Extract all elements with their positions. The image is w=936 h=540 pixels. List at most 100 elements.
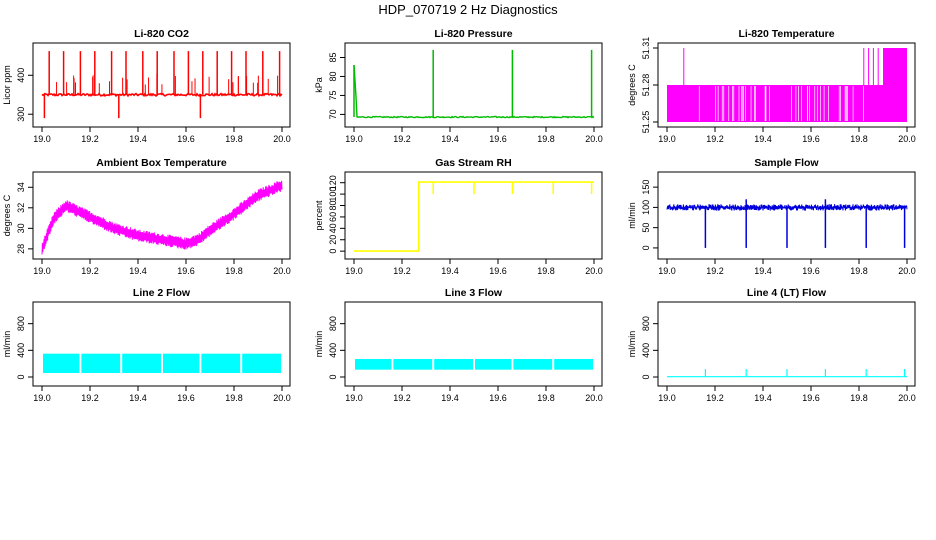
y-tick-label: 800 (641, 316, 651, 331)
x-tick-label: 19.6 (489, 134, 507, 144)
x-tick-label: 19.0 (658, 266, 676, 276)
flow-segment (122, 353, 161, 373)
temperature-high-band (883, 48, 907, 85)
y-axis-label: ml/min (627, 331, 637, 358)
y-tick-label: 30 (16, 223, 26, 233)
series-sample_flow (666, 199, 908, 248)
x-tick-label: 19.6 (802, 134, 820, 144)
x-tick-label: 19.6 (489, 266, 507, 276)
x-tick-label: 19.2 (393, 393, 411, 403)
y-axis-label: percent (314, 200, 324, 231)
rh-step (354, 181, 594, 252)
y-tick-label: 28 (16, 244, 26, 254)
x-tick-label: 19.0 (658, 134, 676, 144)
x-tick-label: 19.8 (537, 266, 555, 276)
panel-frame (32, 301, 291, 387)
y-axis-label: ml/min (314, 331, 324, 358)
panel-ambient: Ambient Box Temperature degrees C 19.0 19.2… (2, 157, 291, 276)
panel-frame (657, 171, 916, 260)
x-tick-label: 19.4 (129, 134, 147, 144)
x-tick-label: 19.2 (706, 393, 724, 403)
y-tick-label: 51.31 (641, 37, 651, 60)
panel-frame (32, 171, 291, 260)
x-tick-label: 19.8 (850, 134, 868, 144)
flow-segment (434, 359, 473, 370)
y-tick-label: 400 (328, 343, 338, 358)
y-tick-label: 80 (328, 71, 338, 81)
panel-title: Ambient Box Temperature (96, 157, 227, 169)
y-tick-label: 0 (328, 374, 338, 379)
flow-segment (475, 359, 512, 370)
x-tick-label: 19.2 (393, 134, 411, 144)
y-tick-label: 400 (16, 343, 26, 358)
y-tick-label: 60 (328, 212, 338, 222)
x-tick-label: 19.8 (225, 266, 243, 276)
pressure-baseline (353, 65, 595, 119)
y-tick-label: 75 (328, 90, 338, 100)
y-axis-label: degrees C (2, 194, 12, 236)
panel-sample_flow: Sample Flow ml/min 19.0 19.2 19.4 19.6 19.8 20.… (627, 157, 916, 276)
x-tick-label: 19.0 (33, 266, 51, 276)
y-tick-label: 80 (328, 201, 338, 211)
series-line4 (667, 369, 907, 378)
y-axis: 300 400 (16, 68, 33, 122)
series-line2 (43, 353, 281, 373)
x-tick-label: 19.2 (393, 266, 411, 276)
x-tick-label: 19.4 (441, 393, 459, 403)
x-tick-label: 19.0 (33, 393, 51, 403)
x-axis: 19.0 19.2 19.4 19.6 19.8 20.0 (33, 127, 291, 144)
panel-title: Li-820 Pressure (434, 28, 512, 40)
panel-title: Li-820 Temperature (738, 28, 834, 40)
x-tick-label: 19.2 (81, 134, 99, 144)
flow-segment (513, 359, 553, 370)
y-axis-label: ml/min (2, 331, 12, 358)
series-pressure (353, 49, 595, 119)
series-co2 (41, 51, 283, 119)
y-axis: 0 400 800 (328, 316, 345, 380)
y-tick-label: 100 (328, 187, 338, 202)
series-ambient (41, 180, 283, 255)
y-tick-label: 300 (16, 107, 26, 122)
x-axis: 19.0 19.2 19.4 19.6 19.8 20.0 (658, 259, 916, 276)
x-tick-label: 20.0 (585, 134, 603, 144)
x-tick-label: 19.0 (345, 134, 363, 144)
x-axis: 19.0 19.2 19.4 19.6 19.8 20.0 (658, 127, 916, 144)
y-tick-label: 40 (328, 223, 338, 233)
x-tick-label: 19.2 (81, 266, 99, 276)
y-axis: 28 30 32 34 (16, 182, 33, 254)
x-tick-label: 19.4 (754, 266, 772, 276)
series-line3 (355, 359, 593, 370)
x-tick-label: 19.4 (754, 134, 772, 144)
y-tick-label: 400 (16, 68, 26, 83)
x-axis: 19.0 19.2 19.4 19.6 19.8 20.0 (345, 259, 603, 276)
y-tick-label: 800 (328, 316, 338, 331)
x-tick-label: 20.0 (898, 266, 916, 276)
x-tick-label: 19.0 (345, 393, 363, 403)
y-axis-label: degrees C (627, 64, 637, 106)
y-tick-label: 0 (16, 374, 26, 379)
x-tick-label: 20.0 (273, 266, 291, 276)
flow-segment (43, 353, 80, 373)
panel-line2: Line 2 Flow ml/min 19.0 19.2 19.4 19.6 19.8 20.… (2, 287, 291, 403)
y-tick-label: 50 (641, 223, 651, 233)
flow-segment (355, 359, 392, 370)
y-axis: 0 50 100 150 (641, 180, 658, 250)
x-axis: 19.0 19.2 19.4 19.6 19.8 20.0 (33, 386, 291, 403)
x-tick-label: 19.4 (129, 393, 147, 403)
panel-title: Line 4 (LT) Flow (747, 287, 827, 299)
y-tick-label: 70 (328, 109, 338, 119)
flow-segment (163, 353, 200, 373)
x-axis: 19.0 19.2 19.4 19.6 19.8 20.0 (345, 127, 603, 144)
x-tick-label: 20.0 (898, 393, 916, 403)
y-axis: 0 400 800 (641, 316, 658, 380)
y-tick-label: 150 (641, 180, 651, 195)
flow-segment (393, 359, 433, 370)
x-tick-label: 19.0 (658, 393, 676, 403)
panel-title: Line 2 Flow (133, 287, 191, 299)
panel-title: Sample Flow (754, 157, 819, 169)
figure-title: HDP_070719 2 Hz Diagnostics (378, 2, 558, 17)
x-tick-label: 19.4 (129, 266, 147, 276)
